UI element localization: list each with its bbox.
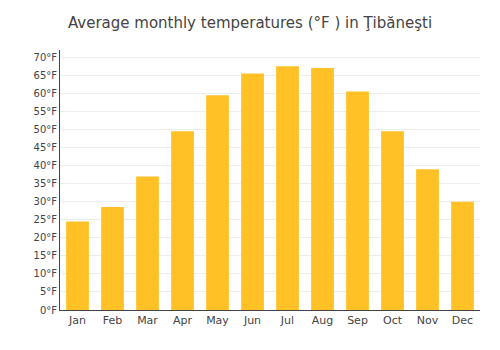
- svg-text:5°F: 5°F: [40, 286, 57, 297]
- svg-text:10°F: 10°F: [34, 268, 58, 279]
- svg-text:70°F: 70°F: [34, 52, 58, 63]
- svg-text:Apr: Apr: [173, 314, 193, 327]
- svg-text:0°F: 0°F: [40, 305, 57, 316]
- svg-text:25°F: 25°F: [34, 214, 58, 225]
- svg-text:Oct: Oct: [383, 314, 403, 327]
- svg-text:50°F: 50°F: [34, 124, 58, 135]
- svg-text:15°F: 15°F: [34, 250, 58, 261]
- svg-text:30°F: 30°F: [34, 196, 58, 207]
- svg-text:35°F: 35°F: [34, 178, 58, 189]
- svg-text:Jun: Jun: [243, 314, 261, 327]
- svg-text:60°F: 60°F: [34, 88, 58, 99]
- svg-text:55°F: 55°F: [34, 106, 58, 117]
- svg-text:Mar: Mar: [137, 314, 158, 327]
- svg-text:Dec: Dec: [452, 314, 473, 327]
- svg-text:Aug: Aug: [312, 314, 333, 327]
- svg-text:Jan: Jan: [68, 314, 86, 327]
- svg-text:45°F: 45°F: [34, 142, 58, 153]
- svg-text:Nov: Nov: [417, 314, 439, 327]
- svg-text:65°F: 65°F: [34, 70, 58, 81]
- svg-text:May: May: [206, 314, 229, 327]
- svg-text:Feb: Feb: [103, 314, 122, 327]
- svg-text:Sep: Sep: [347, 314, 368, 327]
- svg-text:40°F: 40°F: [34, 160, 58, 171]
- svg-text:20°F: 20°F: [34, 232, 58, 243]
- svg-text:Jul: Jul: [280, 314, 294, 327]
- svg-text:Average monthly temperatures (: Average monthly temperatures (°F ) in Ţi…: [68, 14, 432, 32]
